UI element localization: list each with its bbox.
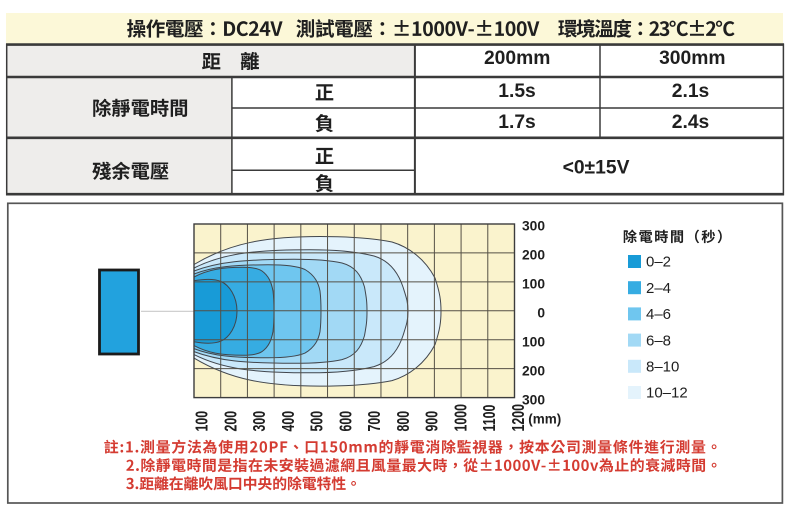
svg-text:100: 100 xyxy=(193,411,213,432)
svg-text:200: 200 xyxy=(221,411,241,432)
svg-text:(mm): (mm) xyxy=(528,412,561,427)
svg-text:800: 800 xyxy=(394,411,414,432)
svg-text:300: 300 xyxy=(250,411,270,432)
svg-text:900: 900 xyxy=(423,411,443,432)
svg-text:300: 300 xyxy=(522,392,545,407)
svg-text:2.1s: 2.1s xyxy=(672,81,710,102)
svg-text:700: 700 xyxy=(365,411,385,432)
svg-text:100: 100 xyxy=(522,277,545,292)
svg-text:1200: 1200 xyxy=(509,404,529,432)
svg-text:10–12: 10–12 xyxy=(646,385,688,402)
svg-text:2–4: 2–4 xyxy=(646,280,671,297)
svg-text:2.4s: 2.4s xyxy=(672,112,710,133)
svg-text:0: 0 xyxy=(537,306,545,321)
svg-text:400: 400 xyxy=(279,411,299,432)
svg-text:6–8: 6–8 xyxy=(646,332,671,349)
svg-text:1100: 1100 xyxy=(480,405,500,432)
svg-text:<0±15V: <0±15V xyxy=(563,157,630,178)
svg-text:600: 600 xyxy=(336,411,356,432)
svg-text:300: 300 xyxy=(522,219,545,234)
svg-text:4–6: 4–6 xyxy=(646,306,671,323)
svg-text:100: 100 xyxy=(522,334,545,349)
svg-text:1000: 1000 xyxy=(451,404,471,432)
svg-text:200: 200 xyxy=(522,248,545,263)
svg-text:1.5s: 1.5s xyxy=(498,81,536,102)
svg-text:8–10: 8–10 xyxy=(646,359,679,376)
svg-text:500: 500 xyxy=(308,411,328,432)
svg-text:200: 200 xyxy=(522,363,545,378)
svg-text:0–2: 0–2 xyxy=(646,254,671,271)
svg-text:200mm: 200mm xyxy=(484,48,550,69)
svg-text:300mm: 300mm xyxy=(659,48,725,69)
svg-text:1.7s: 1.7s xyxy=(498,112,536,133)
